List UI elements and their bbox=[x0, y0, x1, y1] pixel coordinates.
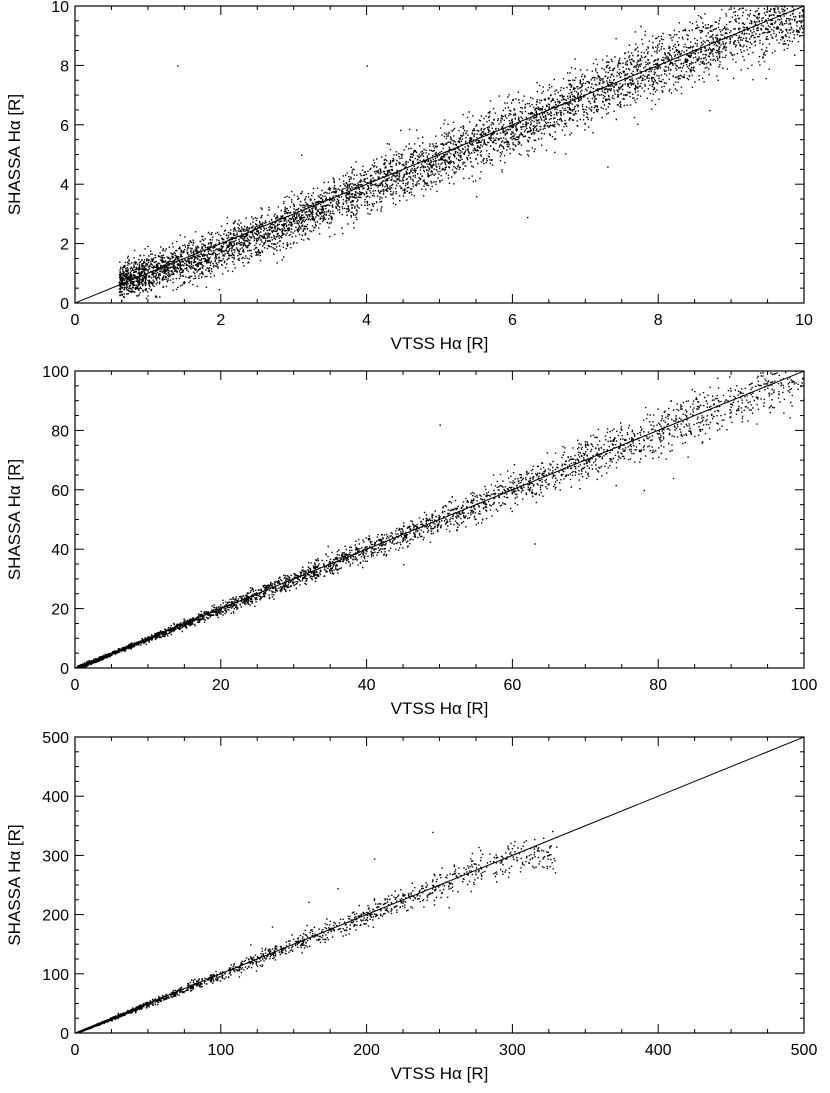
x-tick-label: 4 bbox=[362, 312, 371, 329]
reference-line-1 bbox=[75, 6, 804, 303]
y-tick-label: 0 bbox=[60, 296, 69, 313]
x-tick-label: 400 bbox=[645, 1042, 672, 1059]
scatter-points-2 bbox=[77, 371, 804, 668]
scatter-points-1 bbox=[118, 6, 804, 303]
x-tick-label: 80 bbox=[649, 677, 667, 694]
y-tick-label: 20 bbox=[51, 602, 69, 619]
y-tick-label: 200 bbox=[42, 908, 69, 925]
x-tick-label: 200 bbox=[353, 1042, 380, 1059]
y-tick-label: 40 bbox=[51, 542, 69, 559]
reference-line-3 bbox=[75, 737, 804, 1033]
y-axis-title: SHASSA Hα [R] bbox=[5, 94, 24, 215]
y-tick-label: 8 bbox=[60, 58, 69, 75]
y-axis-title: SHASSA Hα [R] bbox=[5, 459, 24, 580]
x-tick-label: 0 bbox=[71, 1042, 80, 1059]
y-tick-label: 4 bbox=[60, 177, 69, 194]
scatter-panel-2: 0 20 40 60 80 100 0 20 40 60 80 100 VTSS Hα [R] SHASS… bbox=[5, 364, 818, 718]
reference-line-2 bbox=[75, 371, 804, 668]
x-tick-label: 500 bbox=[791, 1042, 818, 1059]
x-tick-label: 100 bbox=[207, 1042, 234, 1059]
y-tick-label: 0 bbox=[60, 661, 69, 678]
y-tick-label: 400 bbox=[42, 789, 69, 806]
y-tick-label: 6 bbox=[60, 118, 69, 135]
y-tick-label: 80 bbox=[51, 423, 69, 440]
x-tick-label: 6 bbox=[508, 312, 517, 329]
x-tick-label: 10 bbox=[795, 312, 813, 329]
x-tick-label: 2 bbox=[216, 312, 225, 329]
y-tick-label: 0 bbox=[60, 1026, 69, 1043]
y-tick-label: 500 bbox=[42, 730, 69, 747]
x-tick-label: 0 bbox=[71, 677, 80, 694]
x-tick-label: 8 bbox=[654, 312, 663, 329]
scatter-points-3 bbox=[77, 830, 558, 1033]
y-axis-title: SHASSA Hα [R] bbox=[5, 824, 24, 945]
x-tick-label: 100 bbox=[791, 677, 818, 694]
x-tick-label: 20 bbox=[212, 677, 230, 694]
x-axis-title: VTSS Hα [R] bbox=[391, 1064, 489, 1083]
scatter-panel-1: 0 2 4 6 8 10 0 2 4 6 8 10 VTSS Hα [R] SHASSA Hα [R] bbox=[5, 0, 813, 353]
y-tick-label: 60 bbox=[51, 483, 69, 500]
x-tick-label: 0 bbox=[71, 312, 80, 329]
x-tick-label: 60 bbox=[504, 677, 522, 694]
y-tick-label: 100 bbox=[42, 967, 69, 984]
x-axis-title: VTSS Hα [R] bbox=[391, 699, 489, 718]
y-tick-label: 100 bbox=[42, 364, 69, 381]
y-tick-label: 2 bbox=[60, 237, 69, 254]
x-tick-label: 40 bbox=[358, 677, 376, 694]
x-axis-title: VTSS Hα [R] bbox=[391, 334, 489, 353]
x-tick-label: 300 bbox=[499, 1042, 526, 1059]
scatter-panel-3: 0 100 200 300 400 500 0 100 200 300 400 500 VTSS Hα … bbox=[5, 730, 817, 1083]
y-tick-label: 300 bbox=[42, 848, 69, 865]
y-tick-label: 10 bbox=[51, 0, 69, 16]
